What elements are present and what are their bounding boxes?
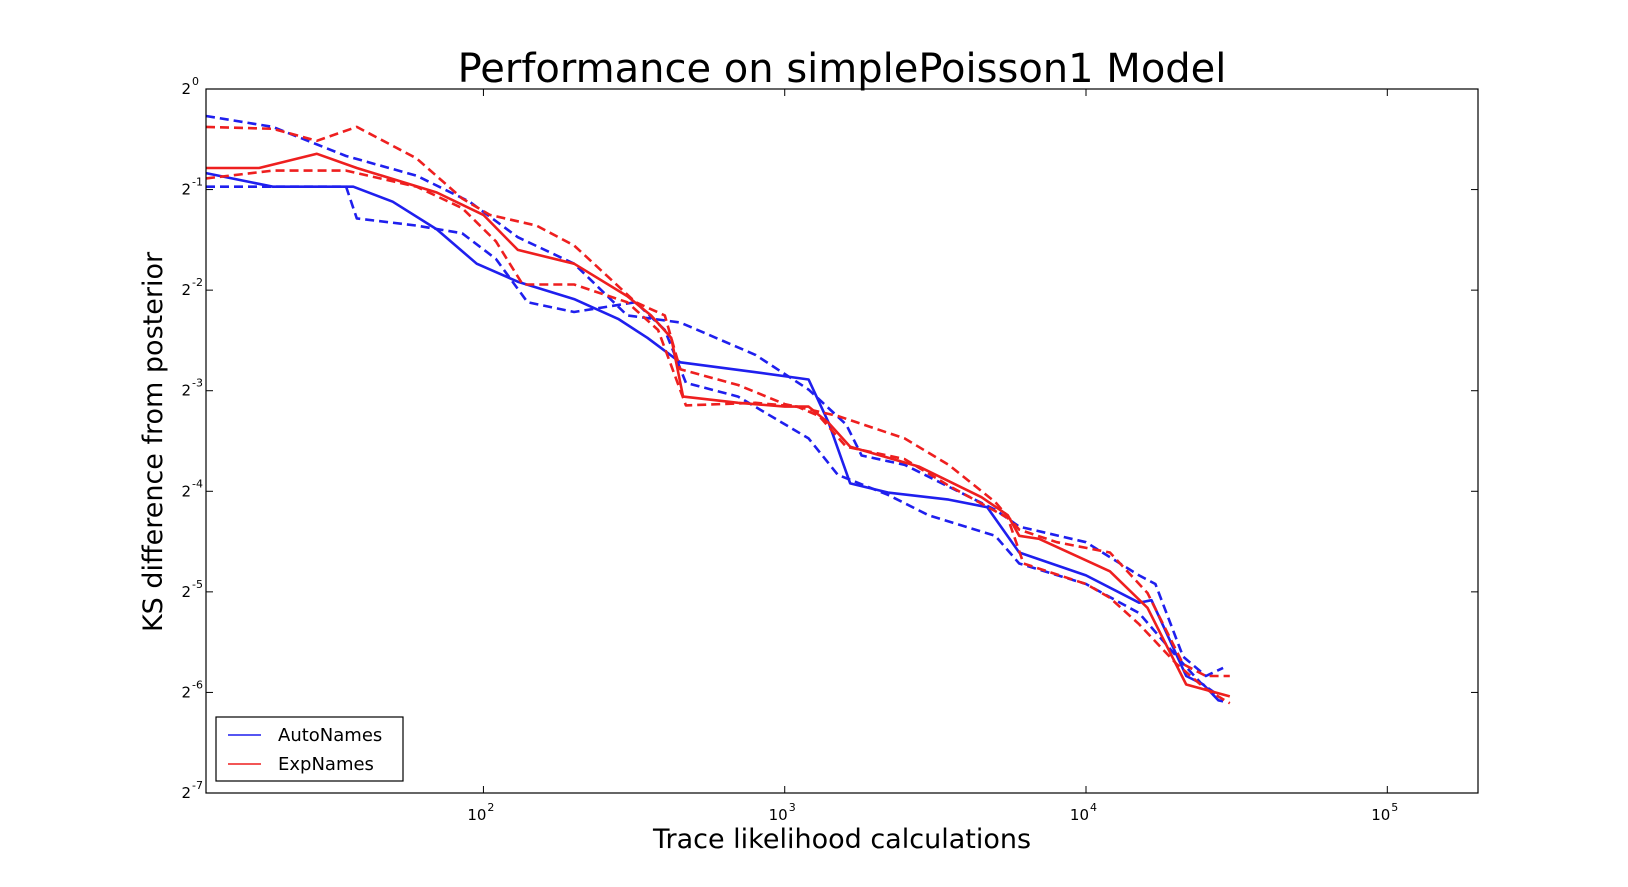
y-tick-exponent: -2 — [192, 276, 203, 289]
tick-layer: 10 2 10 3 10 4 10 52 02 -12 -22 -32 -42 -52 -62 -7 — [181, 75, 1478, 824]
legend-label: AutoNames — [278, 725, 382, 746]
y-tick-exponent: -6 — [192, 678, 203, 691]
y-tick-label: 2 — [181, 80, 191, 98]
y-tick-label: 2 — [181, 482, 191, 500]
x-tick-label: 10 — [769, 806, 788, 824]
legend: AutoNames ExpNames — [215, 716, 404, 782]
series-line-5 — [205, 169, 1231, 705]
y-tick-exponent: -3 — [192, 377, 203, 390]
series-line-3 — [206, 152, 1231, 698]
x-tick-exponent: 2 — [487, 801, 494, 814]
y-tick-exponent: 0 — [192, 75, 199, 88]
y-tick-exponent: -5 — [192, 578, 203, 591]
series-layer — [205, 114, 1231, 705]
y-tick-label: 2 — [181, 583, 191, 601]
plot-frame — [205, 88, 1479, 794]
chart-title: Performance on simplePoisson1 Model — [458, 46, 1227, 92]
legend-box — [215, 716, 404, 782]
series-line-2 — [206, 185, 1217, 695]
x-axis-label: Trace likelihood calculations — [652, 824, 1031, 855]
x-tick-exponent: 4 — [1090, 801, 1097, 814]
y-tick-label: 2 — [181, 784, 191, 802]
y-axis-label: KS difference from posterior — [138, 251, 169, 632]
x-tick-label: 10 — [1371, 806, 1390, 824]
y-tick-label: 2 — [181, 181, 191, 199]
legend-label: ExpNames — [278, 754, 374, 775]
x-tick-label: 10 — [1070, 806, 1089, 824]
y-tick-exponent: -7 — [192, 779, 203, 792]
x-tick-exponent: 5 — [1391, 801, 1398, 814]
y-tick-label: 2 — [181, 382, 191, 400]
series-line-1 — [205, 114, 1224, 678]
y-tick-label: 2 — [181, 281, 191, 299]
y-tick-exponent: -4 — [192, 477, 203, 490]
x-tick-exponent: 3 — [789, 801, 796, 814]
y-tick-exponent: -1 — [192, 176, 203, 189]
x-tick-label: 10 — [467, 806, 486, 824]
series-line-0 — [205, 171, 1224, 703]
y-tick-label: 2 — [181, 683, 191, 701]
series-line-4 — [205, 125, 1230, 678]
